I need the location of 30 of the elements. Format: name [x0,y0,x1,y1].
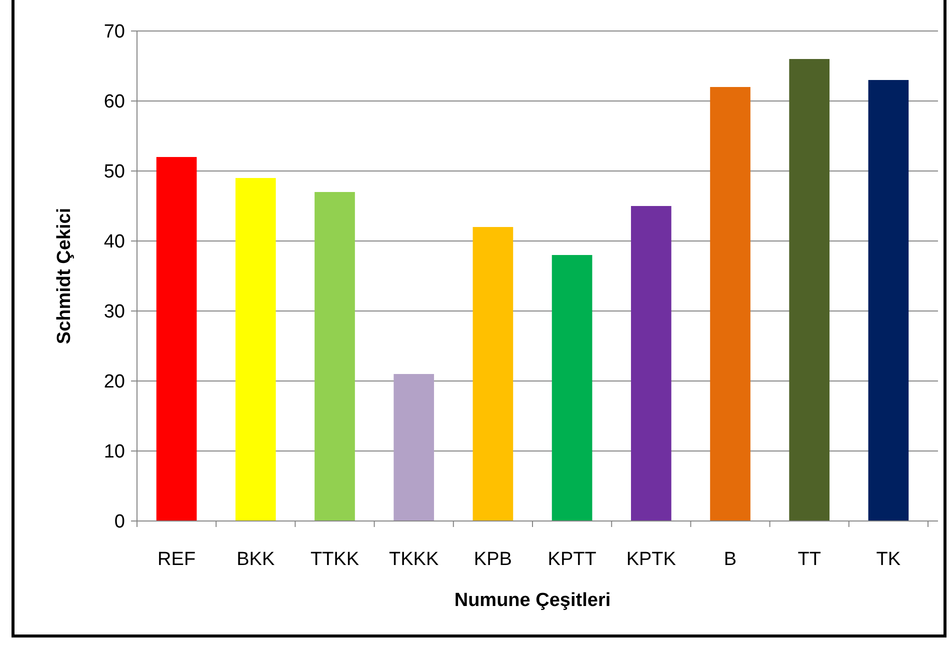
bar [472,227,514,521]
bar [156,157,197,521]
x-tick-label: KPB [474,549,512,570]
x-axis-title: Numune Çeşitleri [454,590,611,611]
y-tick-label: 70 [104,22,125,43]
y-tick-label: 50 [104,162,125,183]
bar [868,80,909,521]
bar [314,192,355,521]
x-tick-label: REF [158,549,196,570]
bar [394,374,434,521]
y-tick-label: 30 [104,302,125,323]
x-tick-label: BKK [236,549,275,570]
x-tick-label: TKKK [389,549,439,570]
bar [789,59,830,521]
x-tick-label: TTKK [310,549,360,570]
y-axis-title: Schmidt Çekici [54,208,75,344]
y-tick-label: 10 [104,442,125,463]
y-tick-label: 40 [104,232,125,253]
bar [552,255,592,521]
y-tick-label: 0 [114,512,125,533]
x-tick-label: TK [876,549,901,570]
y-tick-label: 20 [104,372,125,393]
x-tick-label: TT [798,549,822,570]
y-tick-label: 60 [104,92,125,113]
bar [235,178,276,521]
x-tick-label: KPTK [626,549,676,570]
x-tick-label: B [724,549,737,570]
x-tick-label: KPTT [548,549,597,570]
bar [630,206,672,521]
bar [710,87,750,521]
